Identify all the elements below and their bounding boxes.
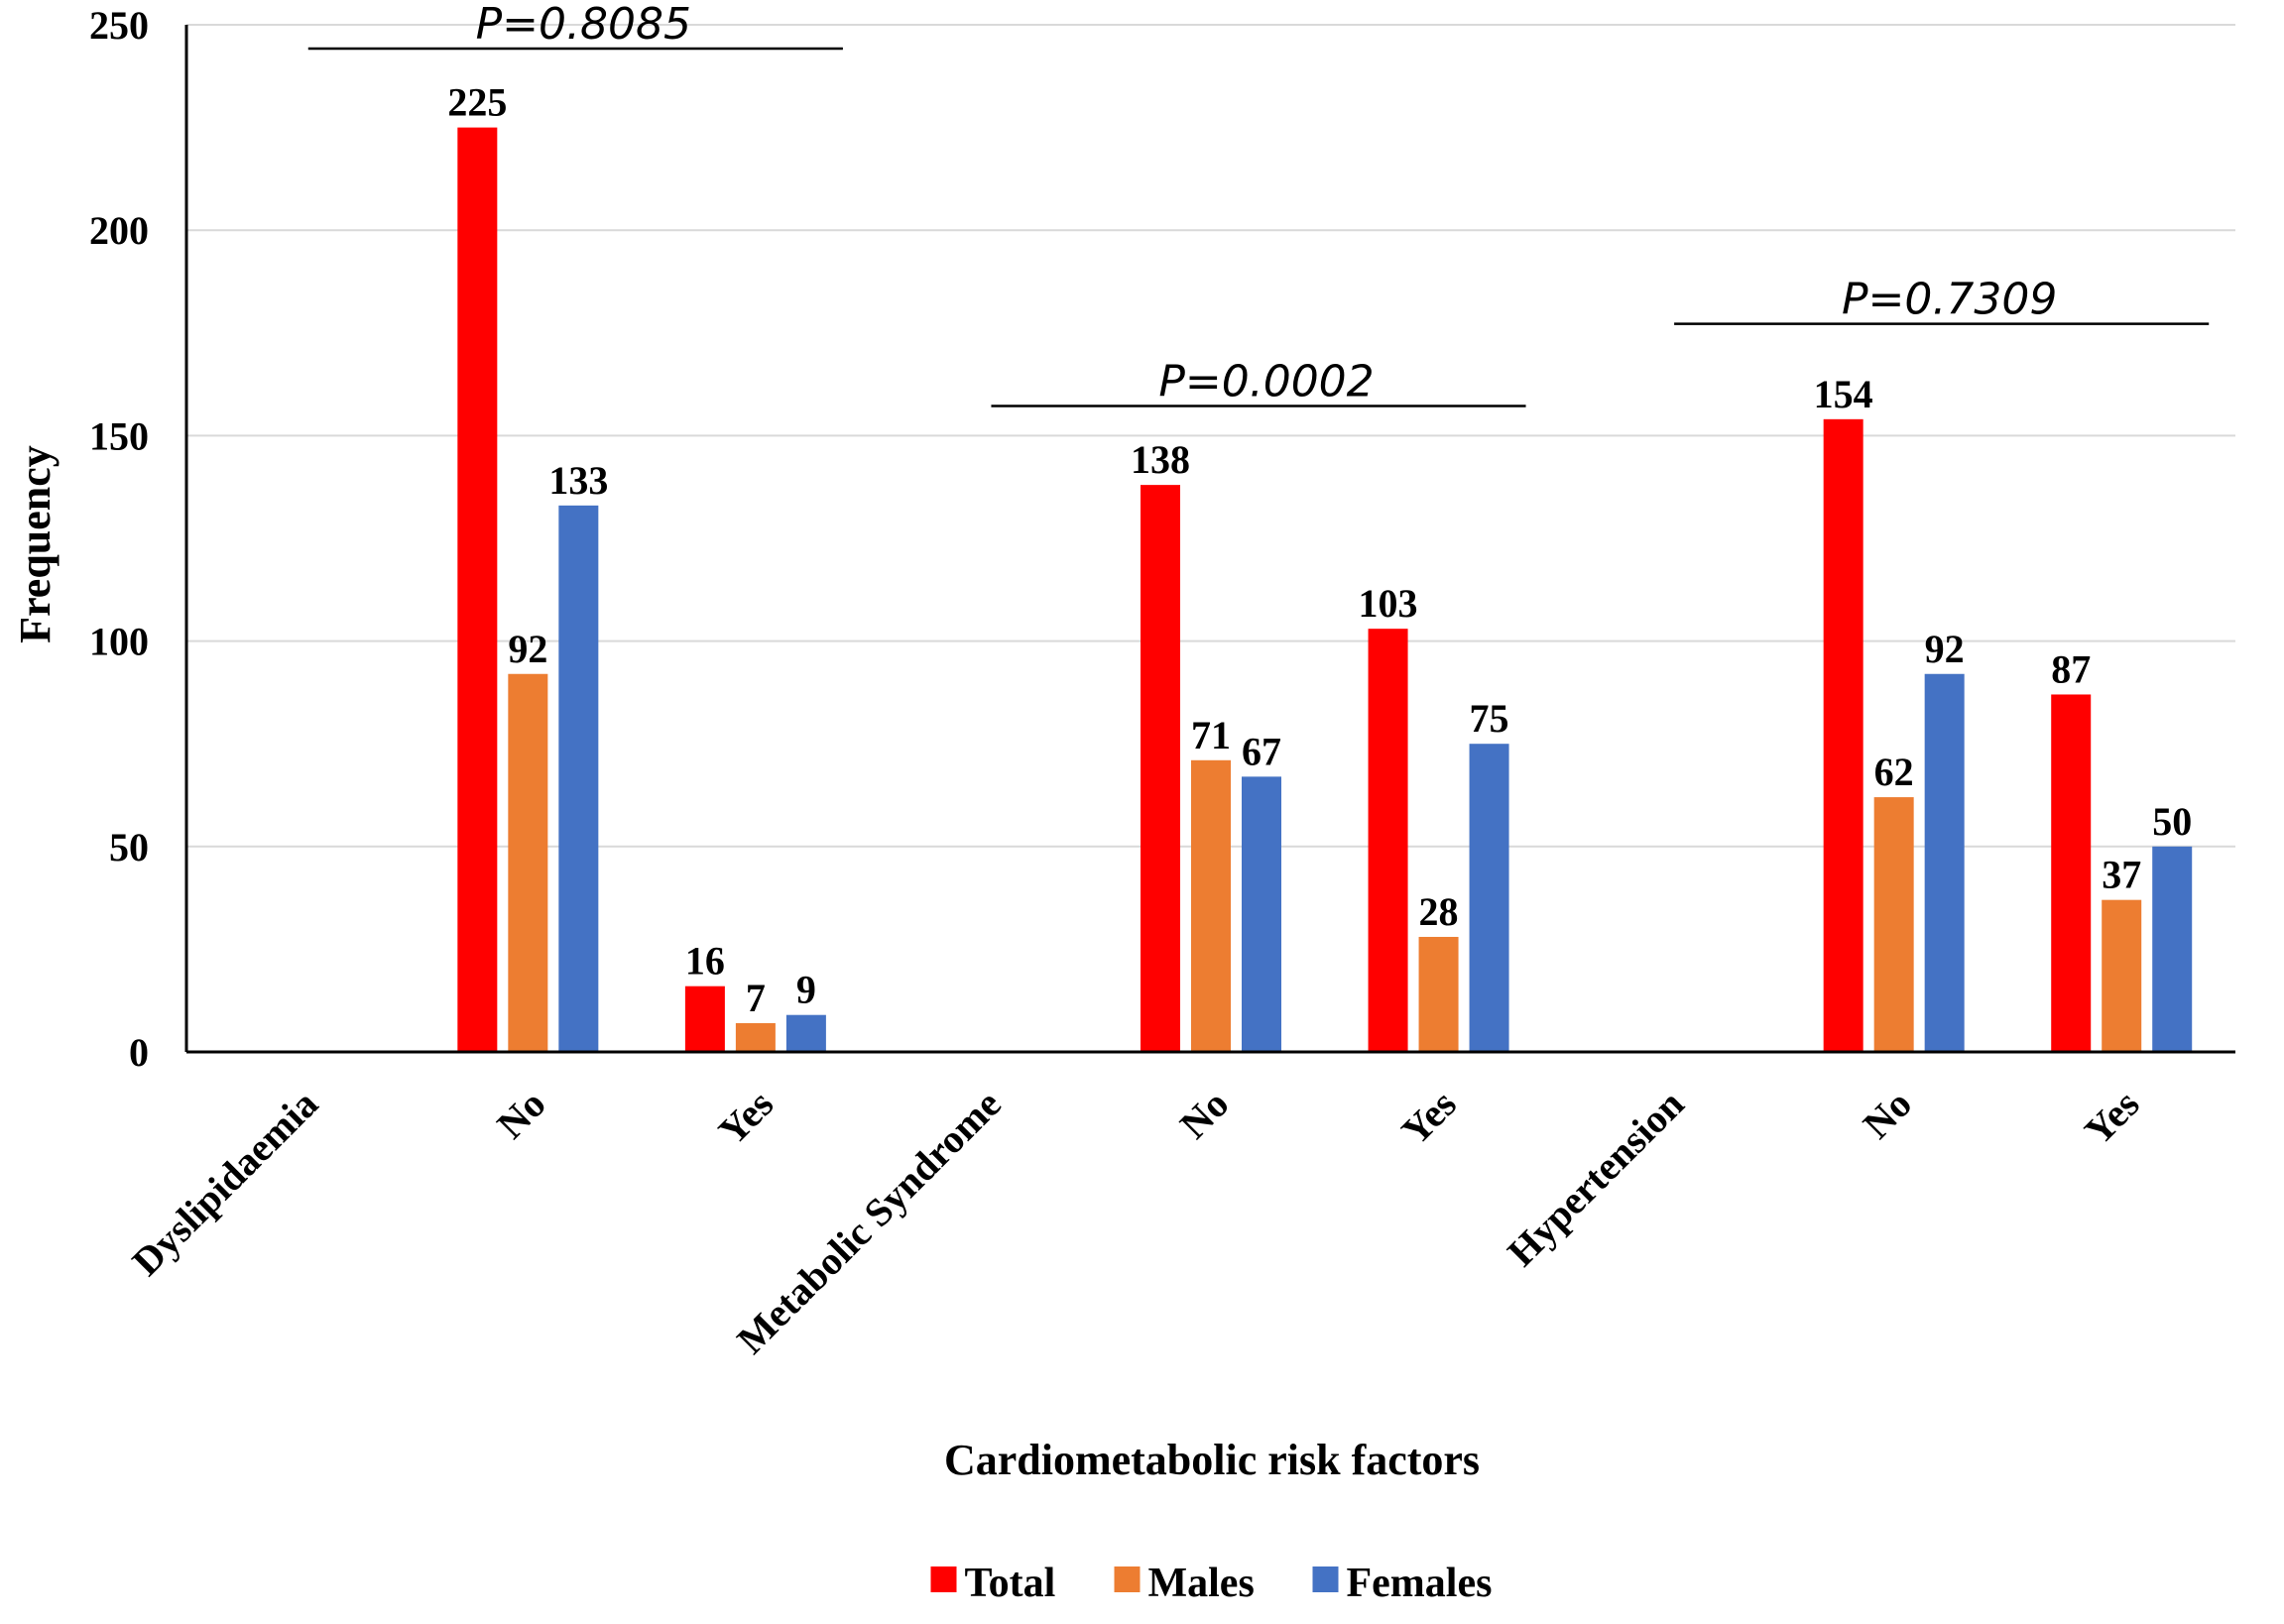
bar-males-1 bbox=[508, 673, 548, 1052]
y-tick-labels: 0 50 100 150 200 250 bbox=[89, 3, 149, 1075]
data-label-females-4: 67 bbox=[1242, 729, 1281, 773]
legend-label-males: Males bbox=[1148, 1561, 1255, 1606]
data-label-total-2: 16 bbox=[685, 939, 725, 984]
bar-total-2 bbox=[684, 986, 725, 1052]
bar-total-8 bbox=[2051, 694, 2092, 1052]
x-category-label-4: No bbox=[1171, 1082, 1237, 1147]
bar-males-5 bbox=[1418, 936, 1459, 1052]
data-label-males-8: 37 bbox=[2102, 853, 2141, 897]
p-value-annotations: P=0.8085 P=0.0002 P=0.7309 bbox=[307, 0, 2210, 407]
x-category-label-0: Dyslipidaemia bbox=[123, 1082, 326, 1285]
data-label-females-5: 75 bbox=[1470, 696, 1509, 741]
legend: Total Males Females bbox=[930, 1561, 1493, 1606]
data-label-females-7: 92 bbox=[1925, 627, 1965, 671]
p-value-label-1: P=0.0002 bbox=[1158, 357, 1374, 407]
bar-females-7 bbox=[1924, 673, 1965, 1052]
data-label-females-2: 9 bbox=[796, 968, 816, 1012]
data-label-females-1: 133 bbox=[548, 458, 608, 503]
bar-total-1 bbox=[457, 127, 498, 1053]
legend-label-total: Total bbox=[965, 1561, 1056, 1606]
data-label-total-4: 138 bbox=[1131, 437, 1190, 482]
bars bbox=[457, 127, 2193, 1053]
data-label-total-5: 103 bbox=[1359, 581, 1418, 626]
bar-males-4 bbox=[1191, 759, 1231, 1052]
data-label-males-1: 92 bbox=[508, 627, 547, 671]
bar-total-4 bbox=[1141, 485, 1180, 1052]
data-label-females-8: 50 bbox=[2152, 799, 2192, 844]
y-tick-label-200: 200 bbox=[89, 208, 149, 253]
x-category-label-8: Yes bbox=[2076, 1082, 2148, 1154]
x-category-label-7: No bbox=[1855, 1082, 1920, 1147]
y-tick-label-150: 150 bbox=[89, 413, 149, 458]
axes bbox=[184, 25, 2235, 1054]
x-category-label-5: Yes bbox=[1392, 1082, 1465, 1154]
x-category-label-2: Yes bbox=[710, 1082, 782, 1154]
data-label-total-1: 225 bbox=[447, 80, 507, 125]
bar-females-8 bbox=[2152, 846, 2193, 1052]
legend-label-females: Females bbox=[1347, 1561, 1493, 1606]
data-label-males-4: 71 bbox=[1191, 713, 1231, 757]
data-label-total-8: 87 bbox=[2051, 646, 2091, 691]
legend-swatch-females bbox=[1312, 1566, 1339, 1592]
bar-females-5 bbox=[1469, 744, 1509, 1052]
y-tick-label-100: 100 bbox=[89, 620, 149, 664]
p-value-label-0: P=0.8085 bbox=[476, 0, 691, 50]
data-label-males-5: 28 bbox=[1419, 889, 1459, 934]
y-tick-label-0: 0 bbox=[129, 1030, 149, 1075]
data-label-males-2: 7 bbox=[746, 976, 766, 1020]
bar-females-1 bbox=[558, 505, 599, 1052]
y-tick-label-50: 50 bbox=[109, 825, 149, 870]
y-tick-label-250: 250 bbox=[89, 3, 149, 48]
x-category-label-1: No bbox=[488, 1082, 553, 1147]
data-label-males-7: 62 bbox=[1874, 750, 1914, 794]
legend-swatch-total bbox=[930, 1566, 957, 1592]
legend-swatch-males bbox=[1114, 1566, 1141, 1592]
y-axis-title: Frequency bbox=[11, 445, 60, 643]
bar-total-5 bbox=[1368, 629, 1408, 1052]
data-label-total-7: 154 bbox=[1814, 372, 1873, 416]
bar-total-7 bbox=[1823, 418, 1863, 1053]
bar-males-7 bbox=[1873, 797, 1914, 1052]
bar-males-8 bbox=[2102, 899, 2142, 1052]
x-axis-title: Cardiometabolic risk factors bbox=[944, 1436, 1480, 1484]
p-value-label-2: P=0.7309 bbox=[1842, 275, 2057, 325]
data-labels: 225 16 138 103 154 87 92 7 71 28 62 37 133 9 67 75 92 50 bbox=[447, 80, 2192, 1020]
bar-females-4 bbox=[1242, 776, 1281, 1052]
bar-females-2 bbox=[785, 1014, 826, 1052]
bar-males-2 bbox=[735, 1022, 776, 1052]
x-category-label-6: Hypertension bbox=[1499, 1082, 1692, 1275]
